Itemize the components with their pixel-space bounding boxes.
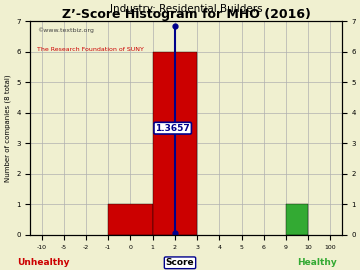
Bar xyxy=(108,204,153,235)
Y-axis label: Number of companies (8 total): Number of companies (8 total) xyxy=(4,74,11,182)
Text: ©www.textbiz.org: ©www.textbiz.org xyxy=(37,28,94,33)
Text: The Research Foundation of SUNY: The Research Foundation of SUNY xyxy=(37,47,144,52)
Bar xyxy=(153,52,197,235)
Text: Score: Score xyxy=(166,258,194,267)
Text: 1.3657: 1.3657 xyxy=(155,124,190,133)
Text: Industry: Residential Builders: Industry: Residential Builders xyxy=(110,4,262,14)
Title: Z’-Score Histogram for MHO (2016): Z’-Score Histogram for MHO (2016) xyxy=(62,8,310,21)
Bar xyxy=(286,204,308,235)
Text: Unhealthy: Unhealthy xyxy=(17,258,69,267)
Text: Healthy: Healthy xyxy=(297,258,337,267)
